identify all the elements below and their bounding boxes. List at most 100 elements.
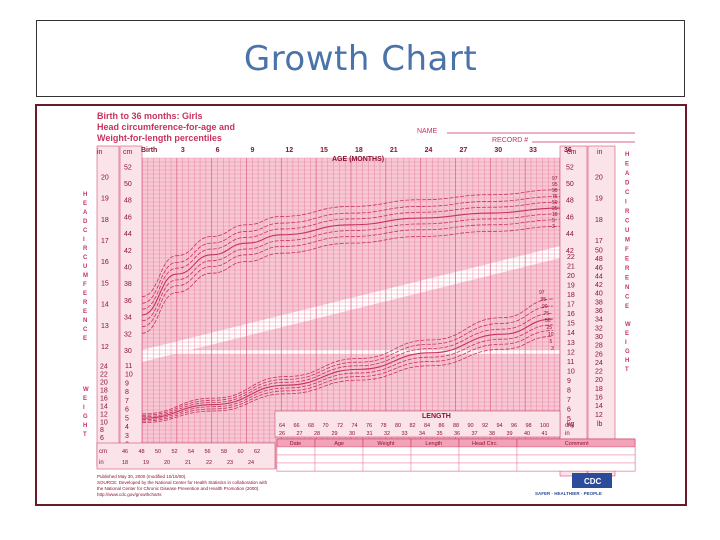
vertical-letter: D	[83, 219, 88, 225]
vertical-letter: I	[625, 200, 627, 206]
table-cell[interactable]	[276, 454, 316, 464]
weight-percentile-label: 97	[539, 290, 545, 296]
length-ticks: 64 66 68 70 72 74 76 78 80 82 84 86 88 90 92 94 96 98 100 2…	[279, 423, 573, 437]
cdc-logo-tagline: SAFER · HEALTHIER · PEOPLE	[535, 491, 602, 496]
vertical-letter: E	[625, 162, 629, 168]
weight-kg-tick: 3	[125, 433, 129, 440]
table-cell[interactable]	[314, 446, 364, 456]
vertical-letter: E	[625, 257, 629, 263]
weight-kg-right-tick: 5	[567, 416, 571, 423]
table-cell[interactable]	[276, 462, 316, 472]
growth-chart: Birth to 36 months: Girls Head circumfer…	[83, 111, 636, 497]
vertical-letter: U	[83, 264, 87, 270]
age-tick-label: 27	[460, 147, 468, 154]
length-low-in-tick: 24	[248, 460, 254, 466]
length-cm-tick: 84	[424, 423, 430, 429]
table-cell[interactable]	[314, 462, 364, 472]
head-cm-tick: 48	[124, 198, 132, 205]
weight-lb-right-tick: 44	[595, 273, 603, 280]
head-cm-tick: 34	[124, 315, 132, 322]
head-curve-p75	[141, 201, 561, 310]
weight-percentile-label: 95	[541, 297, 547, 303]
head-cm-right-tick: 50	[566, 181, 574, 188]
vertical-letter: E	[625, 331, 629, 337]
vertical-letter: H	[83, 192, 87, 198]
vertical-letter: H	[625, 152, 629, 158]
table-cell[interactable]	[410, 462, 460, 472]
length-low-in-tick: 22	[206, 460, 212, 466]
table-cell[interactable]	[362, 446, 412, 456]
table-cell[interactable]	[458, 446, 518, 456]
slide-title-box: Growth Chart	[36, 20, 685, 97]
table-cell[interactable]	[314, 454, 364, 464]
length-cm-tick: 70	[323, 423, 329, 429]
vertical-letter: R	[625, 266, 630, 272]
weight-curve-p10	[141, 330, 553, 422]
weight-lb-right-tick: 30	[595, 334, 603, 341]
age-tick-label: 33	[529, 147, 537, 154]
weight-kg-tick: 6	[125, 407, 129, 414]
age-axis-label: AGE (MONTHS)	[332, 156, 384, 163]
birth-label: Birth	[141, 147, 157, 154]
table-cell[interactable]	[276, 446, 316, 456]
table-cell[interactable]	[410, 446, 460, 456]
weight-curve-p3	[141, 335, 553, 423]
weight-lb-tick: 12	[100, 411, 108, 418]
length-in-tick: 37	[472, 431, 478, 437]
length-in-tick: 30	[349, 431, 355, 437]
table-header-label: Date	[290, 441, 302, 447]
length-cm-unit: cm	[565, 423, 573, 429]
weight-curve-p90	[141, 305, 553, 416]
table-cell[interactable]	[410, 454, 460, 464]
weight-percentile-label: 3	[551, 346, 554, 352]
table-header-label: Head Circ.	[472, 441, 498, 447]
chart-subtitle-2: Weight-for-length percentiles	[97, 133, 222, 143]
length-cm-tick: 86	[439, 423, 445, 429]
length-axis-block	[274, 410, 561, 438]
age-tick-label: 9	[251, 147, 255, 154]
length-cm-tick: 64	[279, 423, 285, 429]
vertical-letter: F	[83, 282, 87, 288]
head-cm-tick: 52	[124, 164, 132, 171]
head-in-tick: 15	[101, 280, 109, 287]
weight-lb-right-unit: lb	[597, 421, 603, 428]
weight-kg-right-tick: 20	[567, 273, 575, 280]
age-ticks: 3 6 9 12 15 18 21 24 27 30 33 36	[181, 147, 572, 154]
table-cell[interactable]	[362, 462, 412, 472]
weight-lb-right-tick: 20	[595, 377, 603, 384]
vertical-letter: R	[83, 246, 88, 252]
length-low-cm-tick: 60	[238, 449, 244, 455]
weight-kg-right-tick: 19	[567, 283, 575, 290]
footer-line-3: the National Center for Chronic Disease …	[97, 486, 260, 491]
vertical-letter: C	[83, 255, 88, 261]
table-cell[interactable]	[458, 454, 518, 464]
table-cell[interactable]	[516, 446, 636, 456]
head-in-tick: 19	[101, 196, 109, 203]
weight-percentile-label: 90	[542, 304, 548, 310]
head-cm-tick: 36	[124, 298, 132, 305]
weight-kg-right-tick: 14	[567, 330, 575, 337]
table-cell[interactable]	[362, 454, 412, 464]
head-cm-tick: 42	[124, 248, 132, 255]
vertical-letter: W	[625, 322, 631, 328]
weight-kg-right-tick: 7	[567, 397, 571, 404]
length-low-cm-tick: 58	[221, 449, 227, 455]
head-in-tick: 20	[101, 174, 109, 181]
weight-lb-right-tick: 36	[595, 308, 603, 315]
weight-kg-right-tick: 18	[567, 292, 575, 299]
weight-lb-tick: 8	[100, 427, 104, 434]
table-cell[interactable]	[516, 454, 636, 464]
table-cell[interactable]	[458, 462, 518, 472]
weight-lb-right-tick: 28	[595, 343, 603, 350]
head-percentile-label: 50	[552, 200, 558, 206]
vertical-letter: G	[83, 414, 88, 420]
table-cell[interactable]	[516, 462, 636, 472]
length-cm-tick: 80	[395, 423, 401, 429]
length-low-cm-tick: 46	[122, 449, 128, 455]
vertical-letter: G	[625, 349, 630, 355]
weight-kg-tick: 8	[125, 389, 129, 396]
length-low-cm-tick: 56	[205, 449, 211, 455]
vertical-letter: E	[83, 309, 87, 315]
vertical-letter: N	[83, 318, 87, 324]
